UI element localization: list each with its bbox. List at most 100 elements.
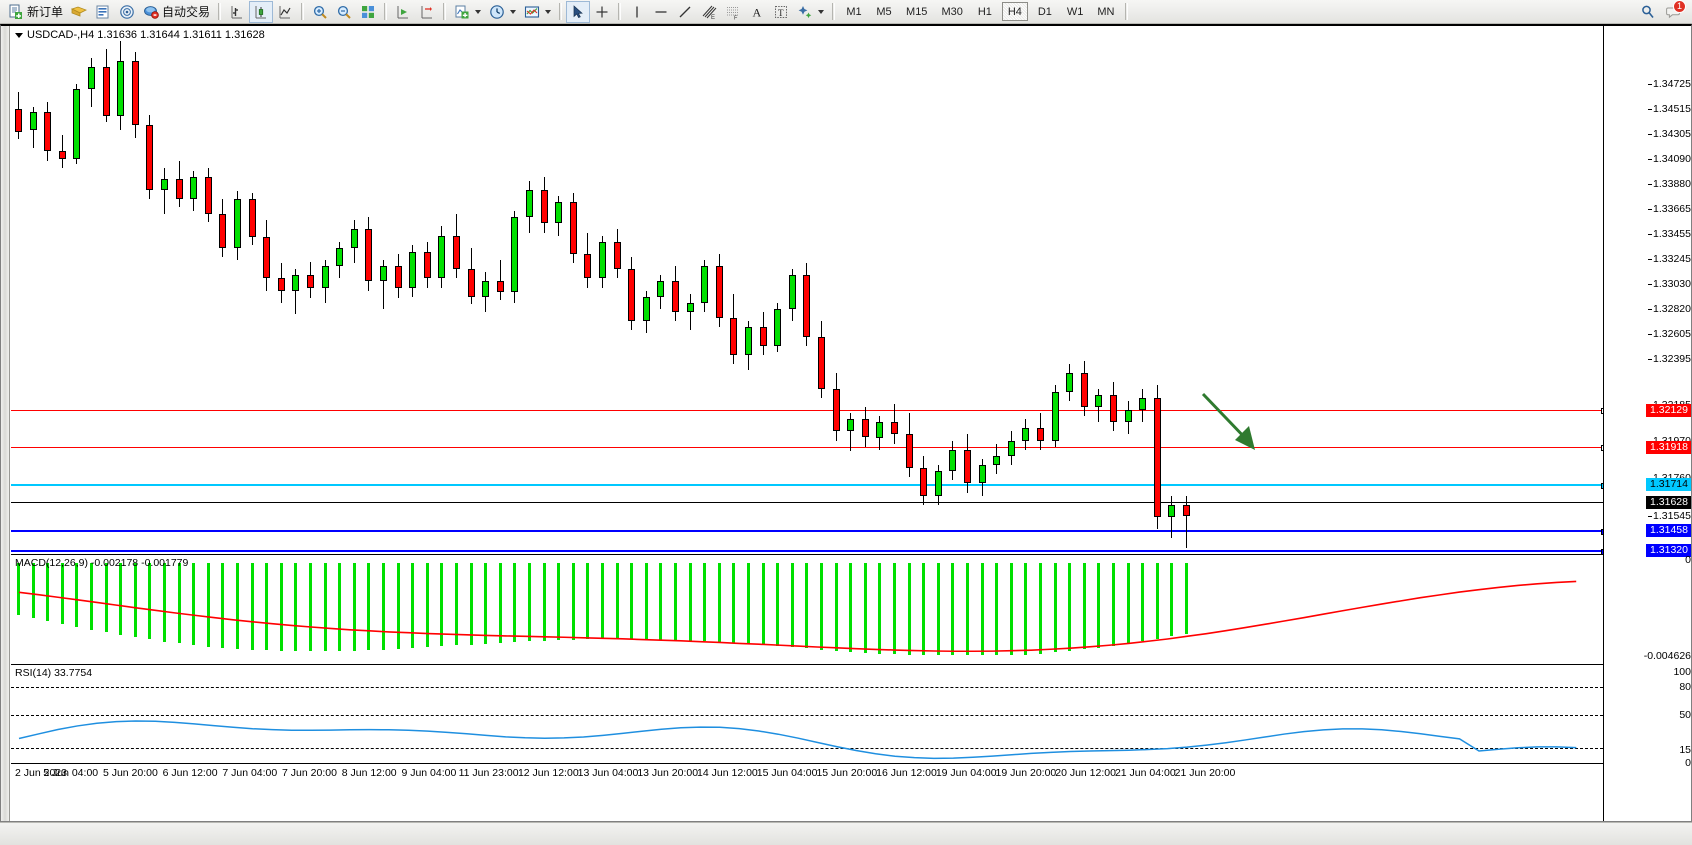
tf-w1[interactable]: W1 [1066, 5, 1084, 18]
price-line-anchor[interactable] [1601, 445, 1603, 451]
notification-icon[interactable]: 1 [1666, 0, 1686, 20]
tile-windows-button[interactable] [356, 1, 380, 23]
trendline-button[interactable] [673, 1, 697, 23]
toolbar-separator-3 [384, 3, 388, 20]
market-watch-button[interactable] [91, 1, 115, 23]
indicators-button[interactable] [450, 1, 485, 23]
navigator-icon [119, 4, 135, 20]
tf-m15[interactable]: M15 [906, 5, 928, 18]
channel-button[interactable]: E [697, 1, 721, 23]
zoom-in-button[interactable] [308, 1, 332, 23]
candlestick-chart-button[interactable] [249, 0, 274, 23]
templates-button[interactable] [520, 1, 555, 23]
autotrading-button[interactable]: 自动交易 [139, 1, 214, 23]
candlestick [234, 26, 241, 566]
svg-text:T: T [778, 8, 784, 18]
tf-mn[interactable]: MN [1097, 5, 1115, 18]
candlestick [394, 26, 402, 566]
chart-shift-icon [419, 4, 435, 20]
cursor-button[interactable] [566, 0, 591, 23]
toolbar-separator-7 [832, 3, 836, 20]
date-axis-label: 8 Jun 12:00 [341, 767, 397, 779]
shapes-button[interactable] [793, 1, 828, 23]
date-axis-label: 14 Jun 12:00 [697, 767, 758, 779]
chart-shift-button[interactable] [415, 1, 439, 23]
tf-h4[interactable]: H4 [1001, 2, 1028, 21]
candlestick [701, 26, 709, 566]
macd-histogram-bar [1039, 563, 1042, 654]
line-chart-button[interactable] [273, 1, 297, 23]
chevron-down-icon-3[interactable] [545, 9, 552, 14]
candlestick [657, 26, 665, 566]
tf-m30[interactable]: M30 [941, 5, 963, 18]
macd-histogram-bar [31, 563, 35, 618]
vertical-line-button[interactable] [625, 1, 649, 23]
candlestick [1110, 26, 1117, 566]
macd-histogram-bar [586, 563, 590, 640]
chevron-down-icon-symbol[interactable] [15, 32, 23, 38]
chevron-down-icon-4[interactable] [818, 9, 825, 14]
macd-histogram-bar [1068, 563, 1072, 652]
chart-window[interactable]: USDCAD-,H4 1.31636 1.31644 1.31611 1.316… [0, 24, 1692, 822]
chevron-down-icon[interactable] [475, 9, 482, 14]
candlestick [949, 26, 957, 566]
crosshair-button[interactable] [590, 1, 614, 23]
navigator-button[interactable] [115, 1, 139, 23]
date-axis-label: 21 Jun 04:00 [1114, 767, 1176, 779]
price-tick: 1.32820 [1648, 303, 1691, 315]
zoom-out-icon [336, 4, 352, 20]
price-tag-cyan: 1.31714 [1646, 478, 1691, 491]
tf-m1[interactable]: M1 [846, 5, 862, 18]
price-line-anchor[interactable] [1601, 483, 1603, 489]
candlestick-icon [253, 4, 269, 20]
date-axis-label: 6 Jun 12:00 [162, 767, 218, 779]
rsi-pane[interactable]: RSI(14) 33.7754 [11, 664, 1603, 760]
chart-vertical-scrollbar[interactable] [1, 26, 10, 821]
bar-chart-button[interactable] [225, 1, 249, 23]
candlestick [350, 26, 358, 566]
tf-m5[interactable]: M5 [876, 5, 892, 18]
autotrading-label: 自动交易 [162, 4, 211, 19]
chevron-down-icon-2[interactable] [510, 9, 517, 14]
fibonacci-button[interactable]: F [721, 1, 745, 23]
macd-histogram-bar [46, 563, 50, 622]
rsi-axis-50: 50 [1679, 709, 1691, 721]
auto-scroll-button[interactable] [391, 1, 415, 23]
date-axis[interactable]: 2 Jun 2023 5 Jun 04:00 5 Jun 20:00 6 Jun 12… [11, 763, 1603, 781]
macd-histogram-bar [440, 563, 444, 647]
macd-pane[interactable]: MACD(12,26,9) -0.002178 -0.001779 [11, 554, 1603, 664]
date-axis-label: 2 Jun 2023 [15, 767, 67, 779]
new-order-button[interactable]: 新订单 [4, 1, 67, 23]
periods-button[interactable] [485, 1, 520, 23]
channel-icon: E [701, 4, 717, 21]
price-tag-resistance-2: 1.31918 [1646, 441, 1691, 454]
candlestick [467, 26, 475, 566]
line-chart-icon [277, 4, 293, 20]
symbol-header: USDCAD-,H4 1.31636 1.31644 1.31611 1.316… [15, 29, 265, 41]
macd-histogram-bar [382, 563, 385, 650]
text-box-button[interactable]: T [769, 1, 793, 23]
price-tick: 1.32395 [1648, 353, 1691, 365]
price-axis[interactable]: 1.34725 1.34515 1.34305 1.34090 1.33880 … [1603, 26, 1691, 821]
tf-d1[interactable]: D1 [1037, 5, 1052, 18]
macd-histogram-bar [90, 563, 93, 630]
svg-text:A: A [753, 5, 762, 19]
candlestick [190, 26, 198, 566]
macd-histogram-bar [1170, 563, 1174, 637]
candlestick [628, 26, 636, 566]
horizontal-line-button[interactable] [649, 1, 673, 23]
price-line-anchor[interactable] [1601, 408, 1603, 414]
zoom-out-button[interactable] [332, 1, 356, 23]
search-icon[interactable] [1640, 4, 1656, 20]
text-label-button[interactable]: A [745, 1, 769, 23]
tf-h1[interactable]: H1 [977, 5, 992, 18]
down-arrow-annotation[interactable] [1199, 390, 1269, 458]
macd-histogram-bar [995, 563, 999, 655]
expert-advisors-button[interactable] [67, 1, 91, 23]
macd-histogram-bar [323, 563, 327, 652]
price-line-anchor[interactable] [1601, 529, 1603, 535]
candlestick [117, 26, 125, 566]
candlestick [438, 26, 446, 566]
macd-histogram-bar [922, 563, 926, 655]
